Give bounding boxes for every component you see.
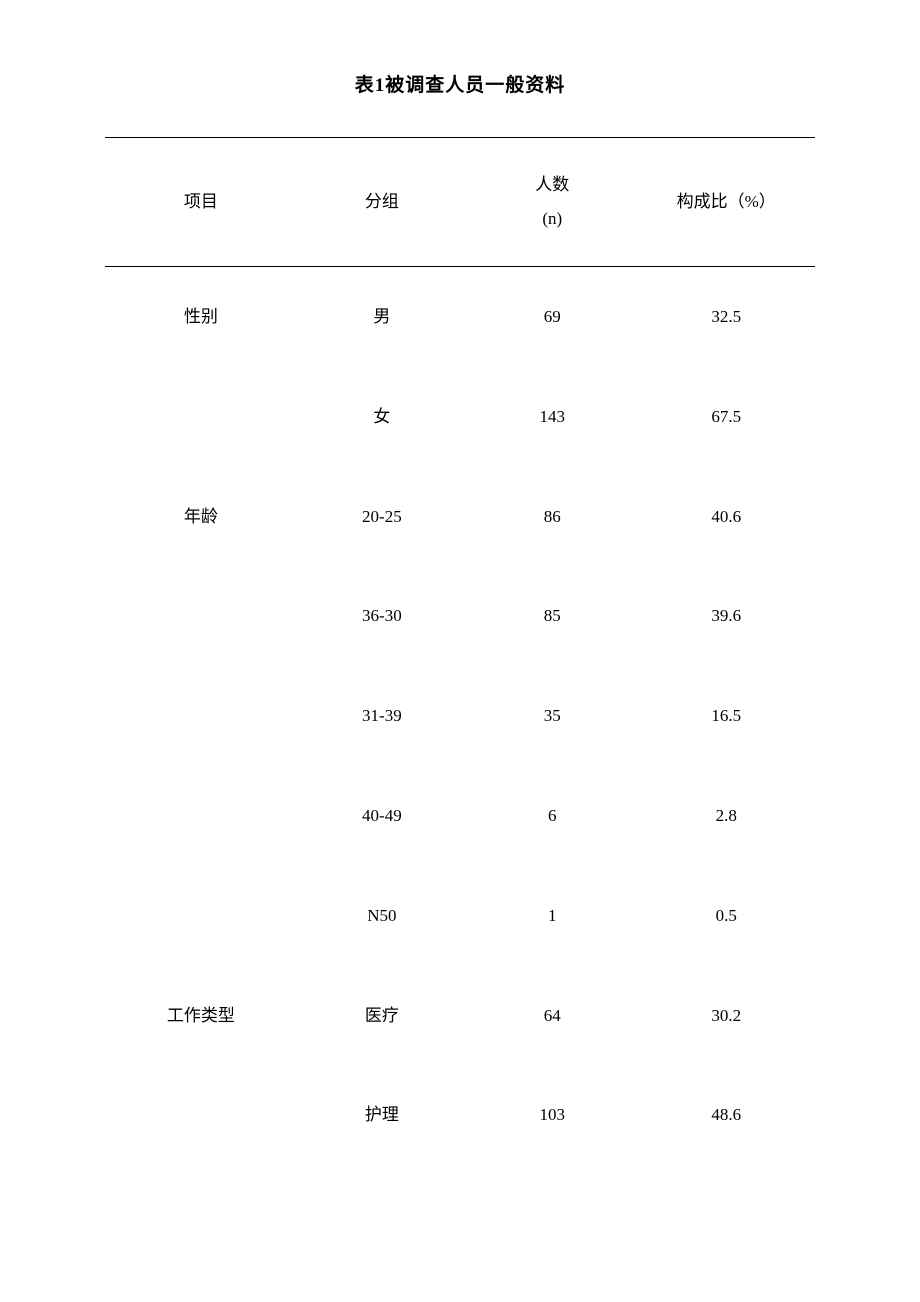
cell-ratio: 48.6 (637, 1065, 815, 1165)
header-count-line1: 人数 (535, 175, 569, 194)
cell-count: 1 (467, 866, 637, 966)
table-body: 性别 男 69 32.5 女 143 67.5 年龄 20-25 86 40.6… (105, 267, 815, 1166)
cell-item (105, 367, 297, 467)
cell-ratio: 30.2 (637, 966, 815, 1066)
cell-count: 103 (467, 1065, 637, 1165)
cell-group: 40-49 (297, 766, 467, 866)
cell-ratio: 32.5 (637, 267, 815, 367)
cell-ratio: 39.6 (637, 566, 815, 666)
cell-count: 86 (467, 467, 637, 567)
cell-group: 男 (297, 267, 467, 367)
cell-group: 女 (297, 367, 467, 467)
table-row: 护理 103 48.6 (105, 1065, 815, 1165)
table-row: 31-39 35 16.5 (105, 666, 815, 766)
table-row: 性别 男 69 32.5 (105, 267, 815, 367)
cell-item: 性别 (105, 267, 297, 367)
cell-group: 20-25 (297, 467, 467, 567)
cell-item (105, 566, 297, 666)
table-row: 36-30 85 39.6 (105, 566, 815, 666)
cell-group: 医疗 (297, 966, 467, 1066)
table-title: 表1被调查人员一般资料 (105, 70, 815, 97)
data-table: 项目 分组 人数 (n) 构成比（%） 性别 男 69 32.5 女 143 6… (105, 137, 815, 1165)
cell-item: 年龄 (105, 467, 297, 567)
table-row: N50 1 0.5 (105, 866, 815, 966)
cell-ratio: 16.5 (637, 666, 815, 766)
cell-count: 143 (467, 367, 637, 467)
cell-ratio: 40.6 (637, 467, 815, 567)
cell-count: 35 (467, 666, 637, 766)
cell-item (105, 866, 297, 966)
cell-item (105, 1065, 297, 1165)
header-count: 人数 (n) (467, 138, 637, 267)
table-row: 女 143 67.5 (105, 367, 815, 467)
cell-ratio: 0.5 (637, 866, 815, 966)
header-group: 分组 (297, 138, 467, 267)
cell-group: N50 (297, 866, 467, 966)
cell-count: 69 (467, 267, 637, 367)
table-row: 40-49 6 2.8 (105, 766, 815, 866)
cell-item (105, 666, 297, 766)
table-row: 工作类型 医疗 64 30.2 (105, 966, 815, 1066)
cell-item (105, 766, 297, 866)
cell-group: 护理 (297, 1065, 467, 1165)
header-item: 项目 (105, 138, 297, 267)
cell-group: 31-39 (297, 666, 467, 766)
cell-count: 64 (467, 966, 637, 1066)
table-row: 年龄 20-25 86 40.6 (105, 467, 815, 567)
cell-count: 6 (467, 766, 637, 866)
cell-item: 工作类型 (105, 966, 297, 1066)
cell-count: 85 (467, 566, 637, 666)
header-ratio: 构成比（%） (637, 138, 815, 267)
cell-ratio: 67.5 (637, 367, 815, 467)
table-header-row: 项目 分组 人数 (n) 构成比（%） (105, 138, 815, 267)
cell-ratio: 2.8 (637, 766, 815, 866)
header-count-line2: (n) (542, 209, 562, 228)
cell-group: 36-30 (297, 566, 467, 666)
